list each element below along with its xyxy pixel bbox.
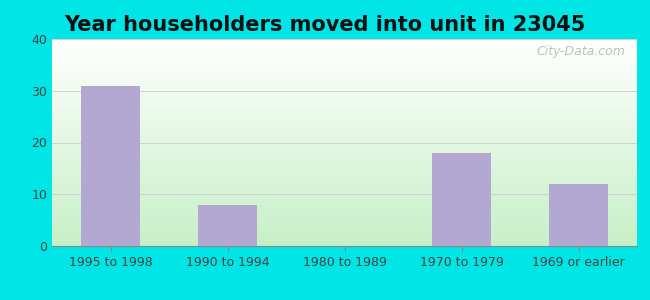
- Bar: [549, 184, 608, 246]
- Text: City-Data.com: City-Data.com: [536, 45, 625, 58]
- Bar: [432, 153, 491, 246]
- Bar: [198, 205, 257, 246]
- Bar: [81, 85, 140, 246]
- Text: Year householders moved into unit in 23045: Year householders moved into unit in 230…: [64, 15, 586, 35]
